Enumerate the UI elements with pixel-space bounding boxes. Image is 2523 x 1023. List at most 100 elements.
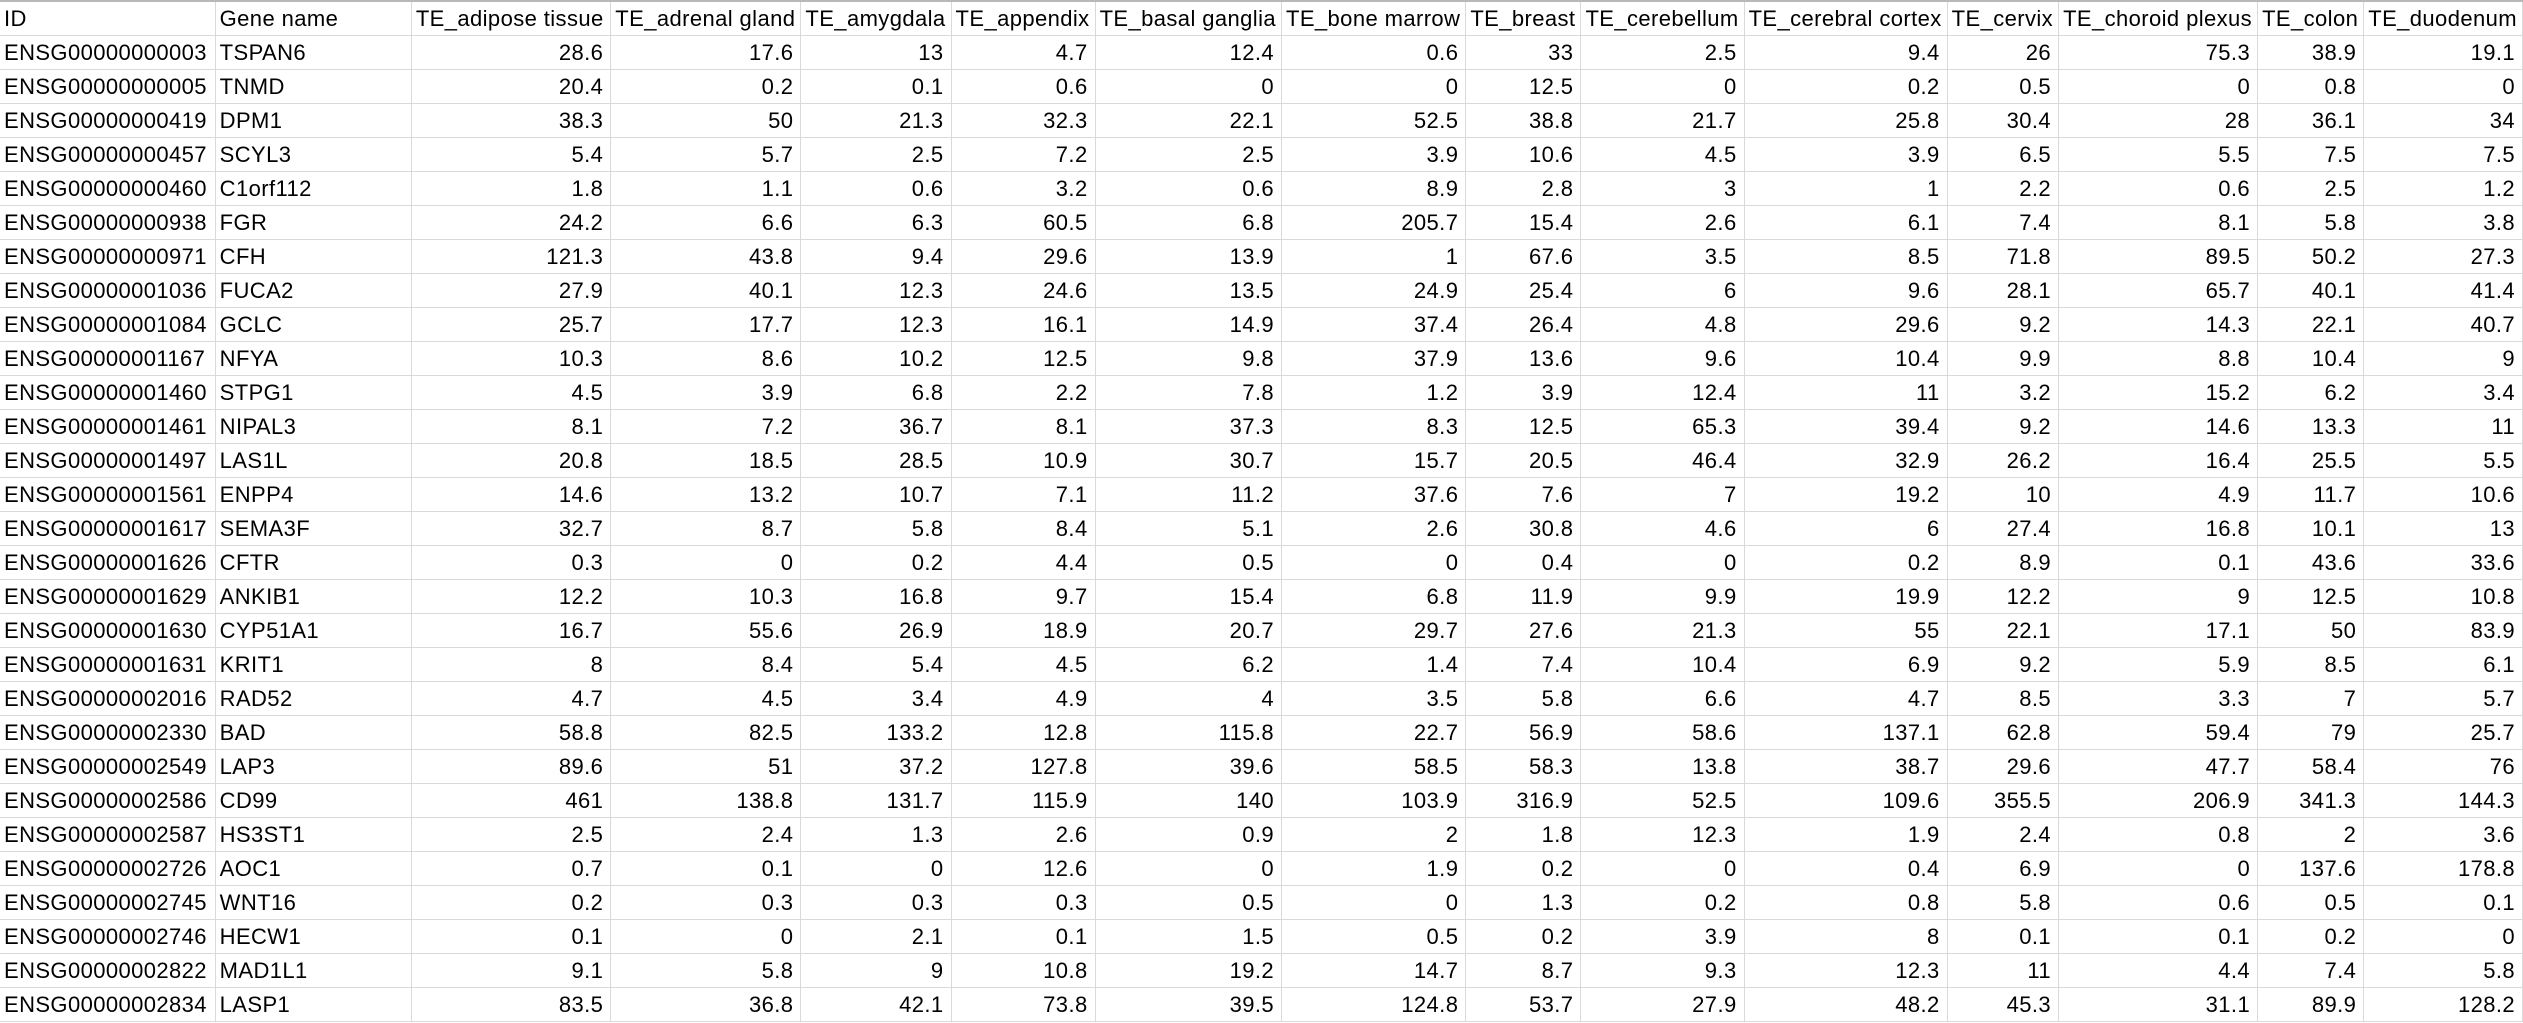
cell-value[interactable]: 10.2 <box>800 341 952 376</box>
cell-value[interactable]: 0 <box>1580 545 1745 580</box>
cell-value[interactable]: 14.6 <box>2058 409 2259 444</box>
cell-value[interactable]: 8.6 <box>610 341 802 376</box>
cell-value[interactable]: 11.7 <box>2257 477 2365 512</box>
cell-value[interactable]: 73.8 <box>951 987 1096 1022</box>
cell-value[interactable]: 40.7 <box>2363 307 2523 342</box>
cell-value[interactable]: 0.1 <box>610 851 802 886</box>
column-header[interactable]: TE_amygdala <box>800 2 952 36</box>
cell-value[interactable]: 0.7 <box>411 851 612 886</box>
cell-value[interactable]: 9 <box>800 953 952 988</box>
cell-value[interactable]: 205.7 <box>1281 205 1467 240</box>
cell-value[interactable]: 6 <box>1744 511 1948 546</box>
cell-id[interactable]: ENSG00000001617 <box>0 511 216 546</box>
cell-value[interactable]: 28 <box>2058 103 2259 138</box>
cell-value[interactable]: 89.5 <box>2058 239 2259 274</box>
column-header[interactable]: TE_cerebellum <box>1580 2 1745 36</box>
cell-value[interactable]: 0.6 <box>800 171 952 206</box>
cell-value[interactable]: 6.6 <box>610 205 802 240</box>
cell-value[interactable]: 32.3 <box>951 103 1096 138</box>
cell-value[interactable]: 0.4 <box>1465 545 1582 580</box>
cell-id[interactable]: ENSG00000001631 <box>0 647 216 682</box>
cell-value[interactable]: 22.1 <box>1095 103 1283 138</box>
cell-value[interactable]: 83.9 <box>2363 613 2523 648</box>
column-header[interactable]: TE_duodenum <box>2363 2 2523 36</box>
cell-value[interactable]: 45.3 <box>1947 987 2060 1022</box>
cell-value[interactable]: 11 <box>1947 953 2060 988</box>
cell-value[interactable]: 21.3 <box>800 103 952 138</box>
cell-id[interactable]: ENSG00000000938 <box>0 205 216 240</box>
cell-value[interactable]: 6.8 <box>1095 205 1283 240</box>
cell-value[interactable]: 8.5 <box>1744 239 1948 274</box>
cell-value[interactable]: 75.3 <box>2058 35 2259 70</box>
cell-value[interactable]: 4.7 <box>1744 681 1948 716</box>
cell-value[interactable]: 0.1 <box>951 919 1096 954</box>
cell-value[interactable]: 6.9 <box>1947 851 2060 886</box>
cell-value[interactable]: 9.2 <box>1947 307 2060 342</box>
cell-value[interactable]: 3.3 <box>2058 681 2259 716</box>
cell-gene-name[interactable]: HS3ST1 <box>215 817 412 852</box>
cell-id[interactable]: ENSG00000001084 <box>0 307 216 342</box>
cell-value[interactable]: 1.9 <box>1281 851 1467 886</box>
cell-value[interactable]: 1 <box>1744 171 1948 206</box>
cell-value[interactable]: 10.9 <box>951 443 1096 478</box>
cell-value[interactable]: 1.8 <box>1465 817 1582 852</box>
cell-value[interactable]: 27.9 <box>1580 987 1745 1022</box>
cell-value[interactable]: 16.1 <box>951 307 1096 342</box>
cell-id[interactable]: ENSG00000002330 <box>0 715 216 750</box>
cell-value[interactable]: 19.2 <box>1095 953 1283 988</box>
cell-value[interactable]: 10.7 <box>800 477 952 512</box>
cell-value[interactable]: 137.1 <box>1744 715 1948 750</box>
cell-value[interactable]: 4.4 <box>951 545 1096 580</box>
cell-id[interactable]: ENSG00000001561 <box>0 477 216 512</box>
cell-value[interactable]: 25.7 <box>2363 715 2523 750</box>
cell-value[interactable]: 1.5 <box>1095 919 1283 954</box>
cell-value[interactable]: 56.9 <box>1465 715 1582 750</box>
cell-value[interactable]: 3.2 <box>1947 375 2060 410</box>
cell-value[interactable]: 11.9 <box>1465 579 1582 614</box>
cell-value[interactable]: 5.8 <box>800 511 952 546</box>
cell-value[interactable]: 8.9 <box>1947 545 2060 580</box>
cell-value[interactable]: 39.5 <box>1095 987 1283 1022</box>
cell-value[interactable]: 79 <box>2257 715 2365 750</box>
column-header[interactable]: TE_bone marrow <box>1281 2 1467 36</box>
cell-value[interactable]: 6.1 <box>2363 647 2523 682</box>
cell-value[interactable]: 5.7 <box>610 137 802 172</box>
cell-value[interactable]: 1.2 <box>2363 171 2523 206</box>
cell-value[interactable]: 10.6 <box>2363 477 2523 512</box>
cell-value[interactable]: 13 <box>2363 511 2523 546</box>
cell-value[interactable]: 14.9 <box>1095 307 1283 342</box>
cell-value[interactable]: 7.5 <box>2257 137 2365 172</box>
column-header[interactable]: TE_breast <box>1465 2 1582 36</box>
cell-value[interactable]: 33 <box>1465 35 1582 70</box>
cell-value[interactable]: 11.2 <box>1095 477 1283 512</box>
column-header[interactable]: TE_adrenal gland <box>610 2 802 36</box>
cell-value[interactable]: 0.1 <box>800 69 952 104</box>
cell-value[interactable]: 0.2 <box>610 69 802 104</box>
cell-value[interactable]: 0.3 <box>800 885 952 920</box>
cell-value[interactable]: 2.5 <box>1095 137 1283 172</box>
cell-value[interactable]: 0 <box>610 545 802 580</box>
cell-gene-name[interactable]: C1orf112 <box>215 171 412 206</box>
cell-value[interactable]: 0 <box>1580 69 1745 104</box>
cell-value[interactable]: 82.5 <box>610 715 802 750</box>
cell-value[interactable]: 12.3 <box>1744 953 1948 988</box>
cell-value[interactable]: 115.9 <box>951 783 1096 818</box>
cell-value[interactable]: 0 <box>1281 69 1467 104</box>
cell-value[interactable]: 21.3 <box>1580 613 1745 648</box>
cell-value[interactable]: 59.4 <box>2058 715 2259 750</box>
cell-id[interactable]: ENSG00000001036 <box>0 273 216 308</box>
column-header[interactable]: TE_choroid plexus <box>2058 2 2259 36</box>
cell-value[interactable]: 42.1 <box>800 987 952 1022</box>
cell-value[interactable]: 5.5 <box>2058 137 2259 172</box>
cell-value[interactable]: 16.8 <box>2058 511 2259 546</box>
cell-value[interactable]: 103.9 <box>1281 783 1467 818</box>
cell-value[interactable]: 8 <box>1744 919 1948 954</box>
cell-value[interactable]: 6 <box>1580 273 1745 308</box>
cell-value[interactable]: 30.7 <box>1095 443 1283 478</box>
cell-id[interactable]: ENSG00000001497 <box>0 443 216 478</box>
cell-value[interactable]: 12.2 <box>1947 579 2060 614</box>
cell-value[interactable]: 0.5 <box>1281 919 1467 954</box>
cell-value[interactable]: 2 <box>2257 817 2365 852</box>
cell-value[interactable]: 0.5 <box>1095 885 1283 920</box>
cell-value[interactable]: 60.5 <box>951 205 1096 240</box>
